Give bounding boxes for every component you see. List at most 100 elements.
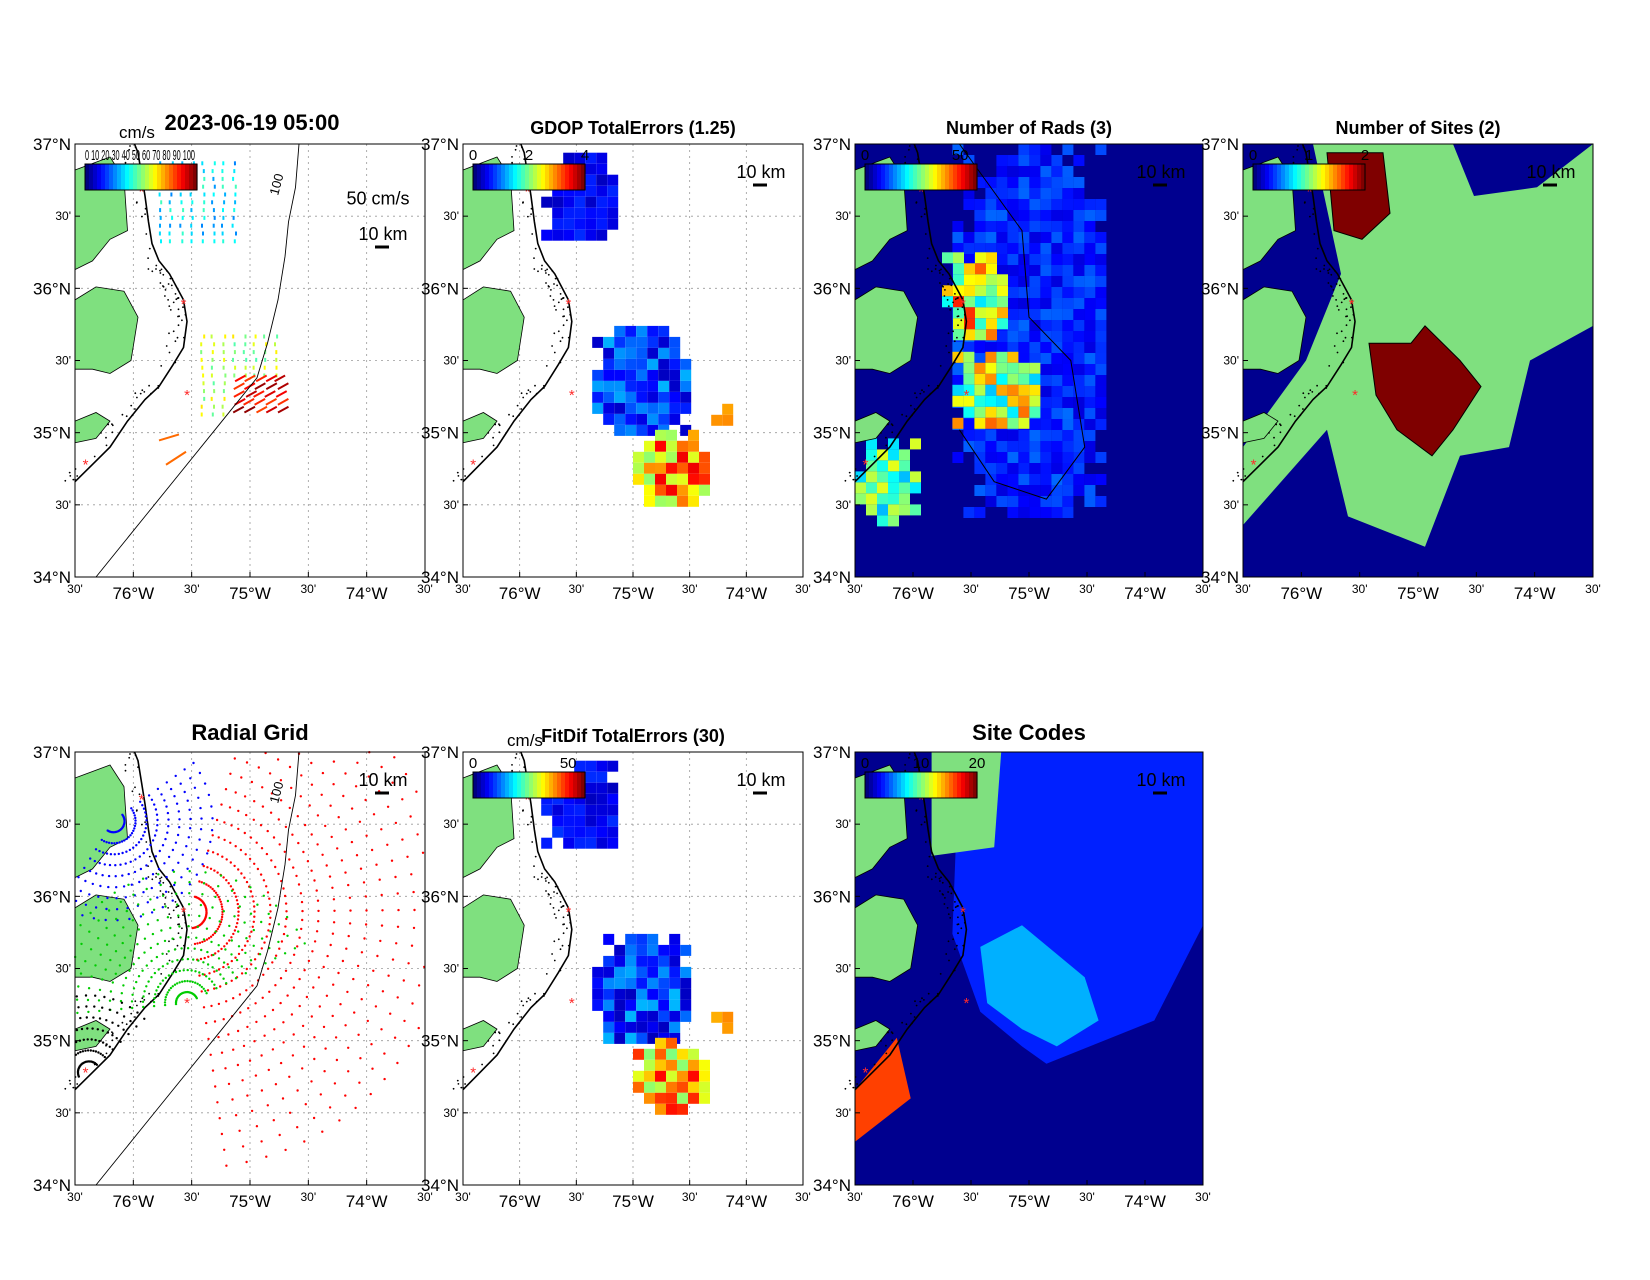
radial-grid-point xyxy=(216,819,218,821)
coast-dot xyxy=(553,283,555,285)
colorbar-swatch xyxy=(937,772,942,798)
radial-grid-point xyxy=(105,1019,107,1021)
data-cell xyxy=(658,945,669,956)
radial-grid-point xyxy=(250,959,252,961)
coast-dot xyxy=(545,282,547,284)
data-cell xyxy=(1040,298,1051,309)
colorbar-swatch xyxy=(501,772,506,798)
data-cell xyxy=(1095,342,1106,353)
radial-grid-point xyxy=(296,929,298,931)
data-cell xyxy=(1062,430,1073,441)
data-cell xyxy=(633,474,644,485)
radial-grid-point xyxy=(296,1126,298,1128)
coast-dot xyxy=(511,156,513,158)
data-cell xyxy=(1095,419,1106,430)
data-cell xyxy=(1007,199,1018,210)
data-cell xyxy=(975,329,986,340)
data-cell xyxy=(1018,441,1029,452)
radial-grid-point xyxy=(150,976,152,978)
data-cell xyxy=(1029,407,1040,418)
colorbar-swatch xyxy=(1285,164,1290,190)
radial-grid-point xyxy=(218,896,220,898)
radial-grid-point xyxy=(127,1033,129,1035)
radial-grid-point xyxy=(250,836,252,838)
colorbar-swatch xyxy=(525,772,530,798)
radial-grid-point xyxy=(192,958,194,960)
radial-grid-point xyxy=(93,1005,95,1007)
coast-dot xyxy=(954,293,956,295)
coast-dot xyxy=(555,309,557,311)
data-cell xyxy=(1018,276,1029,287)
radial-grid-point xyxy=(304,942,306,944)
radial-grid-point xyxy=(260,824,262,826)
radial-grid-point xyxy=(107,886,109,888)
radial-grid-point xyxy=(116,1037,118,1039)
radial-grid-point xyxy=(371,1068,373,1070)
radial-grid-point xyxy=(284,895,286,897)
land-area xyxy=(855,895,918,982)
radial-grid-point xyxy=(216,1101,218,1103)
site-marker-icon: * xyxy=(139,792,145,809)
radial-grid-point xyxy=(148,794,150,796)
coast-dot xyxy=(924,816,926,818)
radial-grid-point xyxy=(105,927,107,929)
coast-dot xyxy=(145,841,147,843)
data-cell xyxy=(974,342,985,353)
coast-dot xyxy=(1333,289,1335,291)
coast-dot xyxy=(891,431,893,433)
radial-grid-point xyxy=(145,877,147,879)
site-marker-icon: * xyxy=(470,1064,476,1081)
colorbar-swatch xyxy=(957,164,962,190)
coast-dot xyxy=(185,922,187,924)
radial-grid-point xyxy=(198,880,200,882)
coast-dot xyxy=(546,973,548,975)
lon-tick-label: 30' xyxy=(569,1190,585,1204)
arrow-icon xyxy=(234,383,245,389)
radial-grid-point xyxy=(380,828,382,830)
coast-dot xyxy=(887,423,889,425)
radial-grid-point xyxy=(145,823,147,825)
data-cell xyxy=(1062,320,1073,331)
radial-grid-point xyxy=(279,1134,281,1136)
radial-grid-point xyxy=(297,815,299,817)
colorbar-tick-label: 1 xyxy=(1305,147,1313,164)
radial-grid-point xyxy=(268,923,270,925)
radial-grid-point xyxy=(321,854,323,856)
data-cell xyxy=(1095,386,1106,397)
radial-grid-point xyxy=(152,839,154,841)
radial-grid-point xyxy=(261,847,263,849)
coast-dot xyxy=(939,878,941,880)
coast-dot xyxy=(518,415,520,417)
coast-dot xyxy=(148,876,150,878)
radial-grid-point xyxy=(387,806,389,808)
data-cell xyxy=(996,331,1007,342)
colorbar-swatch xyxy=(173,164,178,190)
data-cell xyxy=(563,230,574,241)
radial-grid-point xyxy=(282,1097,284,1099)
coast-dot xyxy=(931,270,933,272)
radial-grid-point xyxy=(174,948,176,950)
data-cell xyxy=(1073,331,1084,342)
radial-grid-point xyxy=(109,1046,111,1048)
coast-dot xyxy=(517,1013,519,1015)
data-cell xyxy=(658,337,669,348)
data-cell xyxy=(1084,309,1095,320)
data-cell xyxy=(888,493,899,504)
coast-dot xyxy=(551,953,553,955)
coast-dot xyxy=(892,1032,894,1034)
radial-grid-point xyxy=(252,900,254,902)
coast-dot xyxy=(904,764,906,766)
radial-grid-point xyxy=(360,868,362,870)
coast-dot xyxy=(948,305,950,307)
data-cell xyxy=(1062,386,1073,397)
data-cell xyxy=(899,460,910,471)
radial-grid-point xyxy=(246,761,248,763)
radial-grid-point xyxy=(119,1041,121,1043)
radial-grid-point xyxy=(381,909,383,911)
data-cell xyxy=(647,414,658,425)
coast-dot xyxy=(164,295,166,297)
radial-grid-point xyxy=(90,975,92,977)
colorbar-swatch xyxy=(1265,164,1270,190)
coast-dot xyxy=(534,993,536,995)
radial-grid-point xyxy=(207,989,209,991)
